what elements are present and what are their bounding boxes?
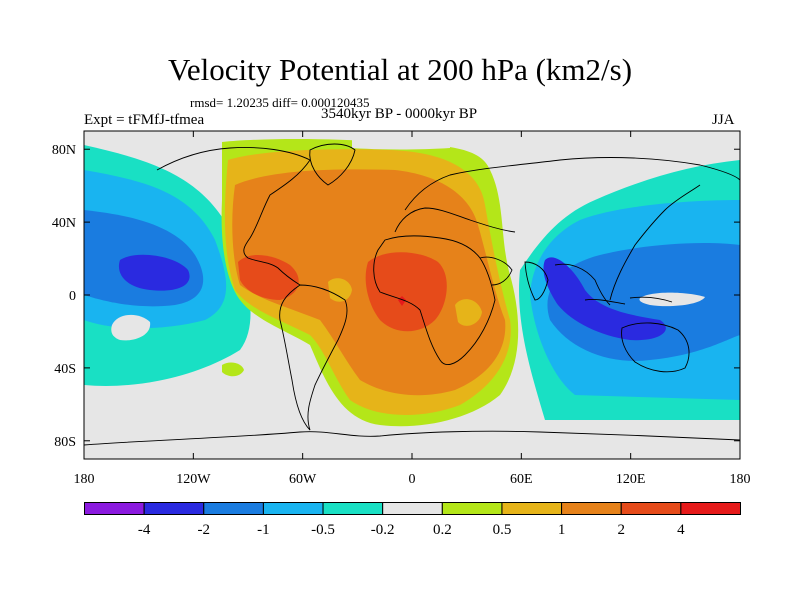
lon-tick-label: 0 <box>409 472 416 487</box>
season-label: JJA <box>712 112 735 128</box>
experiment-label: Expt = tFMfJ-tfmea <box>84 112 205 128</box>
colorbar-box <box>501 502 563 515</box>
colorbar-label: 1 <box>558 522 566 538</box>
lat-tick-label: 40S <box>54 362 76 377</box>
colorbar-label: -0.2 <box>371 522 395 538</box>
europe-coast <box>394 207 516 233</box>
lat-tick-label: 40N <box>52 216 76 231</box>
colorbar-box <box>382 502 443 515</box>
lon-tick-label: 60W <box>289 472 317 487</box>
contour-neg-east-4 <box>543 257 666 341</box>
coastlines <box>84 143 740 446</box>
contour-pos-9 <box>222 362 244 377</box>
stats-label: rmsd= 1.20235 diff= 0.000120435 <box>190 95 370 110</box>
colorbar-box <box>143 502 205 515</box>
east-asia-coast <box>609 184 701 301</box>
australia-outline <box>621 322 690 373</box>
colorbar-label: -0.5 <box>311 522 335 538</box>
arabia-outline <box>479 256 513 286</box>
contour-neg-east-hole <box>639 292 705 307</box>
colorbar-label: 4 <box>677 522 685 538</box>
colorbar-box <box>441 502 503 515</box>
lon-tick-label: 120W <box>176 472 211 487</box>
axis-tick-labels: 180 120W 60W 0 60E 120E 180 80N 40N 0 40S 80S <box>52 143 751 487</box>
contour-pos-4 <box>238 254 299 300</box>
lat-tick-label: 0 <box>69 289 76 304</box>
colorbar-label: 0.5 <box>493 522 512 538</box>
contour-pos-10 <box>352 136 450 150</box>
lat-tick-label: 80S <box>54 435 76 450</box>
contour-pos-5 <box>365 252 447 332</box>
north-america-outline <box>156 147 311 286</box>
greenland-outline <box>309 143 356 186</box>
colorbar-box <box>262 502 324 515</box>
colorbar-box <box>203 502 264 515</box>
contour-neg-west-hole <box>111 314 151 341</box>
period-label: 3540kyr BP - 0000kyr BP <box>321 106 478 122</box>
contour-pos-8 <box>455 299 482 326</box>
lon-tick-label: 180 <box>74 472 95 487</box>
colorbar-box <box>680 502 742 515</box>
india-outline <box>524 261 549 301</box>
colorbar-label: -1 <box>257 522 270 538</box>
indonesia-outline <box>584 296 673 305</box>
lon-tick-label: 120E <box>616 472 646 487</box>
contour-field <box>84 131 740 459</box>
south-america-outline <box>279 284 348 431</box>
lat-tick-label: 80N <box>52 143 76 158</box>
colorbar-box <box>561 502 622 515</box>
colorbar-label: -4 <box>138 522 151 538</box>
chart-title: Velocity Potential at 200 hPa (km2/s) <box>167 52 633 87</box>
axis-ticks <box>83 131 741 459</box>
contour-neg-west-4 <box>118 254 190 291</box>
lon-tick-label: 60E <box>510 472 533 487</box>
southeast-asia-outline <box>554 263 611 306</box>
eurasia-outline <box>404 157 740 211</box>
antarctica-outline <box>84 430 740 446</box>
colorbar-box <box>620 502 682 515</box>
lon-tick-label: 180 <box>730 472 751 487</box>
colorbar: -4 -2 -1 -0.5 -0.2 0.2 0.5 1 2 4 <box>84 502 742 538</box>
africa-outline <box>373 235 496 366</box>
colorbar-label: 2 <box>617 522 625 538</box>
colorbar-box <box>84 502 145 515</box>
contour-pos-7 <box>328 278 352 302</box>
colorbar-label: 0.2 <box>433 522 452 538</box>
colorbar-label: -2 <box>198 522 211 538</box>
colorbar-box <box>322 502 384 515</box>
